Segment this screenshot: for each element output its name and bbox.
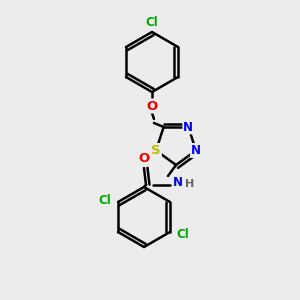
Text: Cl: Cl	[146, 16, 158, 28]
Text: N: N	[183, 121, 193, 134]
Text: N: N	[173, 176, 183, 188]
Text: S: S	[151, 144, 161, 157]
Text: H: H	[185, 179, 195, 189]
Text: Cl: Cl	[177, 227, 189, 241]
Text: N: N	[191, 144, 201, 157]
Text: Cl: Cl	[99, 194, 111, 206]
Text: O: O	[138, 152, 150, 166]
Text: O: O	[146, 100, 158, 112]
